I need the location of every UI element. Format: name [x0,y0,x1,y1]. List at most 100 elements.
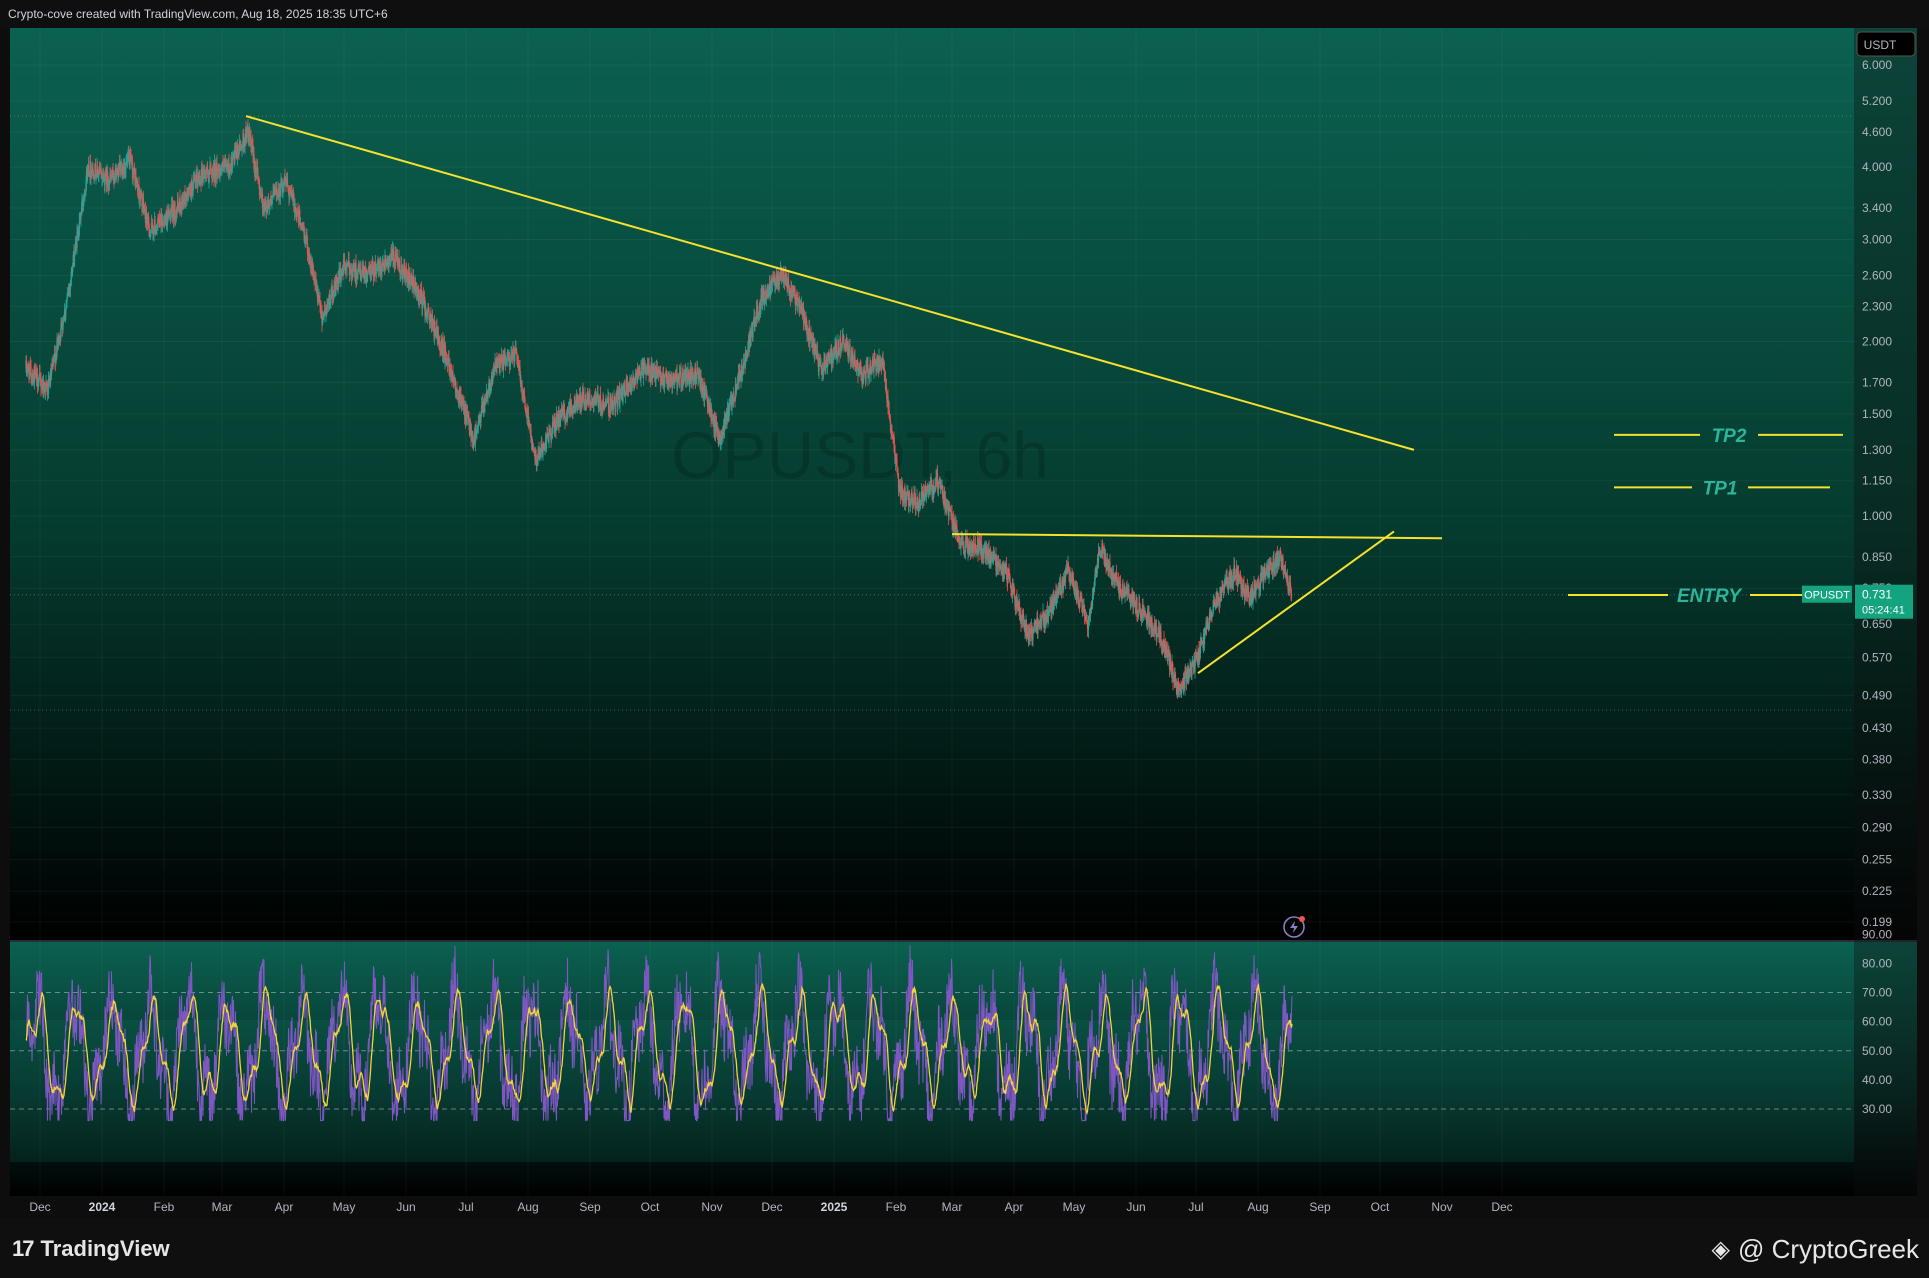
candle-body [1217,596,1220,602]
candle-body [1243,589,1246,597]
candle-body [797,300,799,307]
candle-body [30,366,32,377]
candle-body [852,353,854,363]
candle-body [1101,543,1104,551]
candle-body [1131,594,1133,602]
candle-body [581,391,584,404]
candle-body [191,180,193,192]
candle-body [84,192,86,197]
candle-body [589,394,591,408]
chart-caption: Crypto-cove created with TradingView.com… [8,7,388,21]
candle-body [772,279,774,281]
candle-body [76,232,78,249]
candle-body [343,261,346,267]
candle-body [431,316,434,321]
candle-body [981,556,983,558]
candle-body [360,279,362,281]
candle-body [1059,582,1062,595]
candle-body [1252,597,1254,603]
candle-body [197,176,199,186]
candle-body [181,207,183,210]
candle-body [847,355,850,358]
candle-body [1175,684,1177,686]
candle-body [1096,567,1098,577]
candle-body [1133,594,1135,601]
candle-body [606,399,609,401]
candle-body [897,473,899,479]
candle-body [924,489,927,494]
candle-body [99,170,101,171]
candle-body [1138,602,1140,614]
candle-body [1184,670,1187,672]
candle-body [164,215,167,219]
candle-body [964,538,967,553]
candle-body [792,285,795,291]
candle-body [693,371,696,381]
candle-body [613,396,616,403]
candle-body [476,427,479,430]
candle-body [186,188,188,200]
candle-body [1245,585,1247,591]
candle-body [177,200,179,209]
candle-body [1143,610,1146,616]
candle-body [592,398,594,403]
candle-body [1233,565,1236,579]
candle-body [267,201,270,207]
candle-body [1173,674,1175,676]
candle-body [524,398,526,408]
candle-body [883,368,886,381]
candle-body [115,167,117,177]
candle-body [671,376,673,388]
candle-body [577,396,579,405]
candle-body [437,334,440,339]
candle-body [647,365,650,367]
candle-body [1100,549,1103,557]
candle-body [1058,583,1061,589]
candle-body [1089,608,1092,616]
candle-body [702,395,704,397]
candle-body [487,391,489,399]
candle-body [781,271,783,279]
candle-body [420,289,422,304]
candle-body [107,181,109,185]
candle-body [1157,634,1159,635]
candle-body [952,519,955,530]
candle-body [346,264,348,268]
candle-body [1055,591,1058,605]
candle-body [96,165,99,172]
candle-body [999,566,1001,568]
candle-body [454,379,457,393]
candle-body [143,209,145,212]
candle-body [513,352,516,363]
candle-body [78,229,80,237]
candle-body [530,438,533,443]
candle-body [906,491,908,500]
candle-body [1067,563,1070,570]
candle-body [257,172,259,177]
candle-body [693,380,695,382]
candle-body [175,215,177,219]
candle-body [94,163,97,179]
candle-body [1251,588,1254,603]
candle-body [676,380,679,389]
candle-body [216,163,218,176]
candle-body [1003,571,1005,575]
candle-body [27,364,30,369]
candle-body [467,414,470,420]
candle-body [863,370,866,374]
candle-body [224,161,227,168]
candle-body [97,171,99,176]
candle-body [555,413,558,431]
candle-body [1020,617,1023,624]
candle-body [1219,587,1222,600]
candle-body [1029,630,1032,631]
candle-body [1053,595,1055,604]
candle-body [769,287,772,296]
candle-body [462,397,464,407]
candle-body [149,232,152,235]
candle-body [1087,616,1090,630]
candle-body [418,297,421,301]
candle-body [512,347,515,352]
candle-body [986,557,988,558]
